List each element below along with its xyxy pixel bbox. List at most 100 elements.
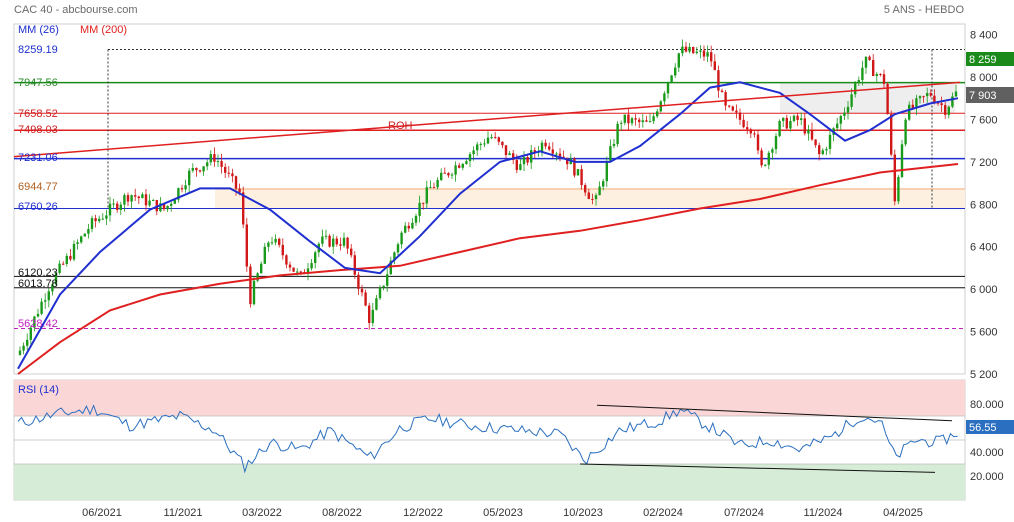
chart-period: 5 ANS - HEBDO xyxy=(884,4,965,16)
candle-body xyxy=(864,56,868,68)
candle-body xyxy=(904,119,907,145)
candle-body xyxy=(87,228,90,234)
candle-body xyxy=(936,102,940,104)
price-tick-label: 6 000 xyxy=(970,284,998,296)
candle-body xyxy=(576,169,580,176)
candle-body xyxy=(879,74,882,76)
rsi-value-tag: 56.55 xyxy=(966,420,1014,434)
candle-body xyxy=(652,116,655,122)
candle-body xyxy=(692,46,695,54)
level-label: 6013.78 xyxy=(18,278,58,290)
highlight-zones xyxy=(215,82,965,209)
candle-body xyxy=(623,114,626,123)
candle-body xyxy=(422,202,425,204)
candle-body xyxy=(332,238,335,247)
candle-body xyxy=(861,67,864,81)
candle-body xyxy=(238,188,241,193)
candle-body xyxy=(803,118,806,134)
level-label: 6760.26 xyxy=(18,201,58,213)
candle-body xyxy=(634,118,637,120)
candle-body xyxy=(627,114,630,124)
candle-body xyxy=(360,288,364,293)
ma26-line xyxy=(17,81,959,370)
candle-body xyxy=(206,162,209,167)
candle-body xyxy=(540,142,544,152)
legend: MM (26) MM (200) xyxy=(18,24,127,36)
candle-body xyxy=(479,143,482,145)
candle-body xyxy=(857,80,860,83)
candle-body xyxy=(684,46,688,52)
candle-body xyxy=(548,146,551,150)
candle-body xyxy=(677,53,680,68)
candle-body xyxy=(173,199,176,204)
candle-body xyxy=(166,205,169,210)
candle-body xyxy=(242,192,245,225)
candle-body xyxy=(90,218,94,229)
candle-body xyxy=(191,167,194,171)
candle-body xyxy=(533,150,536,153)
candle-body xyxy=(897,177,900,202)
candle-body xyxy=(267,242,270,247)
level-label: 7231.06 xyxy=(18,152,58,164)
candle-body xyxy=(461,163,464,168)
candle-body xyxy=(767,152,770,165)
candle-body xyxy=(645,120,648,122)
time-tick-label: 06/2021 xyxy=(82,507,122,519)
candle-body xyxy=(555,153,558,155)
candle-body xyxy=(256,273,259,281)
price-tick-label: 7 200 xyxy=(970,157,998,169)
candle-body xyxy=(465,161,468,164)
price-tick-label: 8 000 xyxy=(970,72,998,84)
candle-body xyxy=(641,120,644,123)
candle-body xyxy=(447,173,450,176)
candle-body xyxy=(825,148,828,151)
last-price-value: 7 903 xyxy=(969,90,997,102)
candle-body xyxy=(155,200,158,212)
candle-body xyxy=(670,75,673,83)
level-label: 7658.52 xyxy=(18,108,58,120)
candle-body xyxy=(162,203,166,210)
price-tick-label: 5 600 xyxy=(970,327,998,339)
candle-body xyxy=(252,280,256,305)
candle-body xyxy=(134,195,137,197)
last-price-tag: 7 903 xyxy=(966,87,1014,103)
candle-body xyxy=(699,50,702,52)
candle-body xyxy=(220,161,223,167)
candle-body xyxy=(598,186,601,196)
candle-body xyxy=(458,165,461,168)
rsi-tick-label: 80.000 xyxy=(970,399,1004,411)
candle-body xyxy=(368,305,371,323)
chart-title: CAC 40 - abcbourse.com xyxy=(14,4,138,16)
candle-body xyxy=(562,156,565,158)
candle-body xyxy=(371,309,374,323)
price-axis: 8 400 8 000 7 600 7 200 6 800 6 400 6 000 5 600… xyxy=(970,30,998,381)
candle-body xyxy=(306,268,310,274)
candle-body xyxy=(418,202,421,216)
time-tick-label: 11/2021 xyxy=(164,507,203,519)
candle-body xyxy=(389,260,392,275)
candle-body xyxy=(450,174,454,176)
candle-body xyxy=(472,150,475,155)
candle-body xyxy=(432,187,436,189)
price-tick-label: 5 200 xyxy=(970,369,998,381)
candle-body xyxy=(944,105,947,115)
candle-body xyxy=(486,137,490,144)
candle-body xyxy=(270,242,274,244)
candle-body xyxy=(440,172,443,181)
candle-body xyxy=(695,51,698,54)
level-label: 7498.03 xyxy=(18,124,58,136)
candle-body xyxy=(508,153,511,156)
high-value: 8 259 xyxy=(969,54,997,66)
rsi-title: RSI (14) xyxy=(18,384,59,396)
level-label: 8259.19 xyxy=(18,44,58,56)
time-tick-label: 04/2025 xyxy=(883,507,923,519)
candle-body xyxy=(314,252,317,264)
candle-body xyxy=(310,263,313,269)
candle-body xyxy=(749,129,752,134)
candle-body xyxy=(411,222,414,229)
level-label: 6120.23 xyxy=(18,267,58,279)
candle-body xyxy=(234,176,238,189)
candle-body xyxy=(321,236,324,244)
candle-body xyxy=(778,120,781,137)
candle-body xyxy=(573,158,576,176)
